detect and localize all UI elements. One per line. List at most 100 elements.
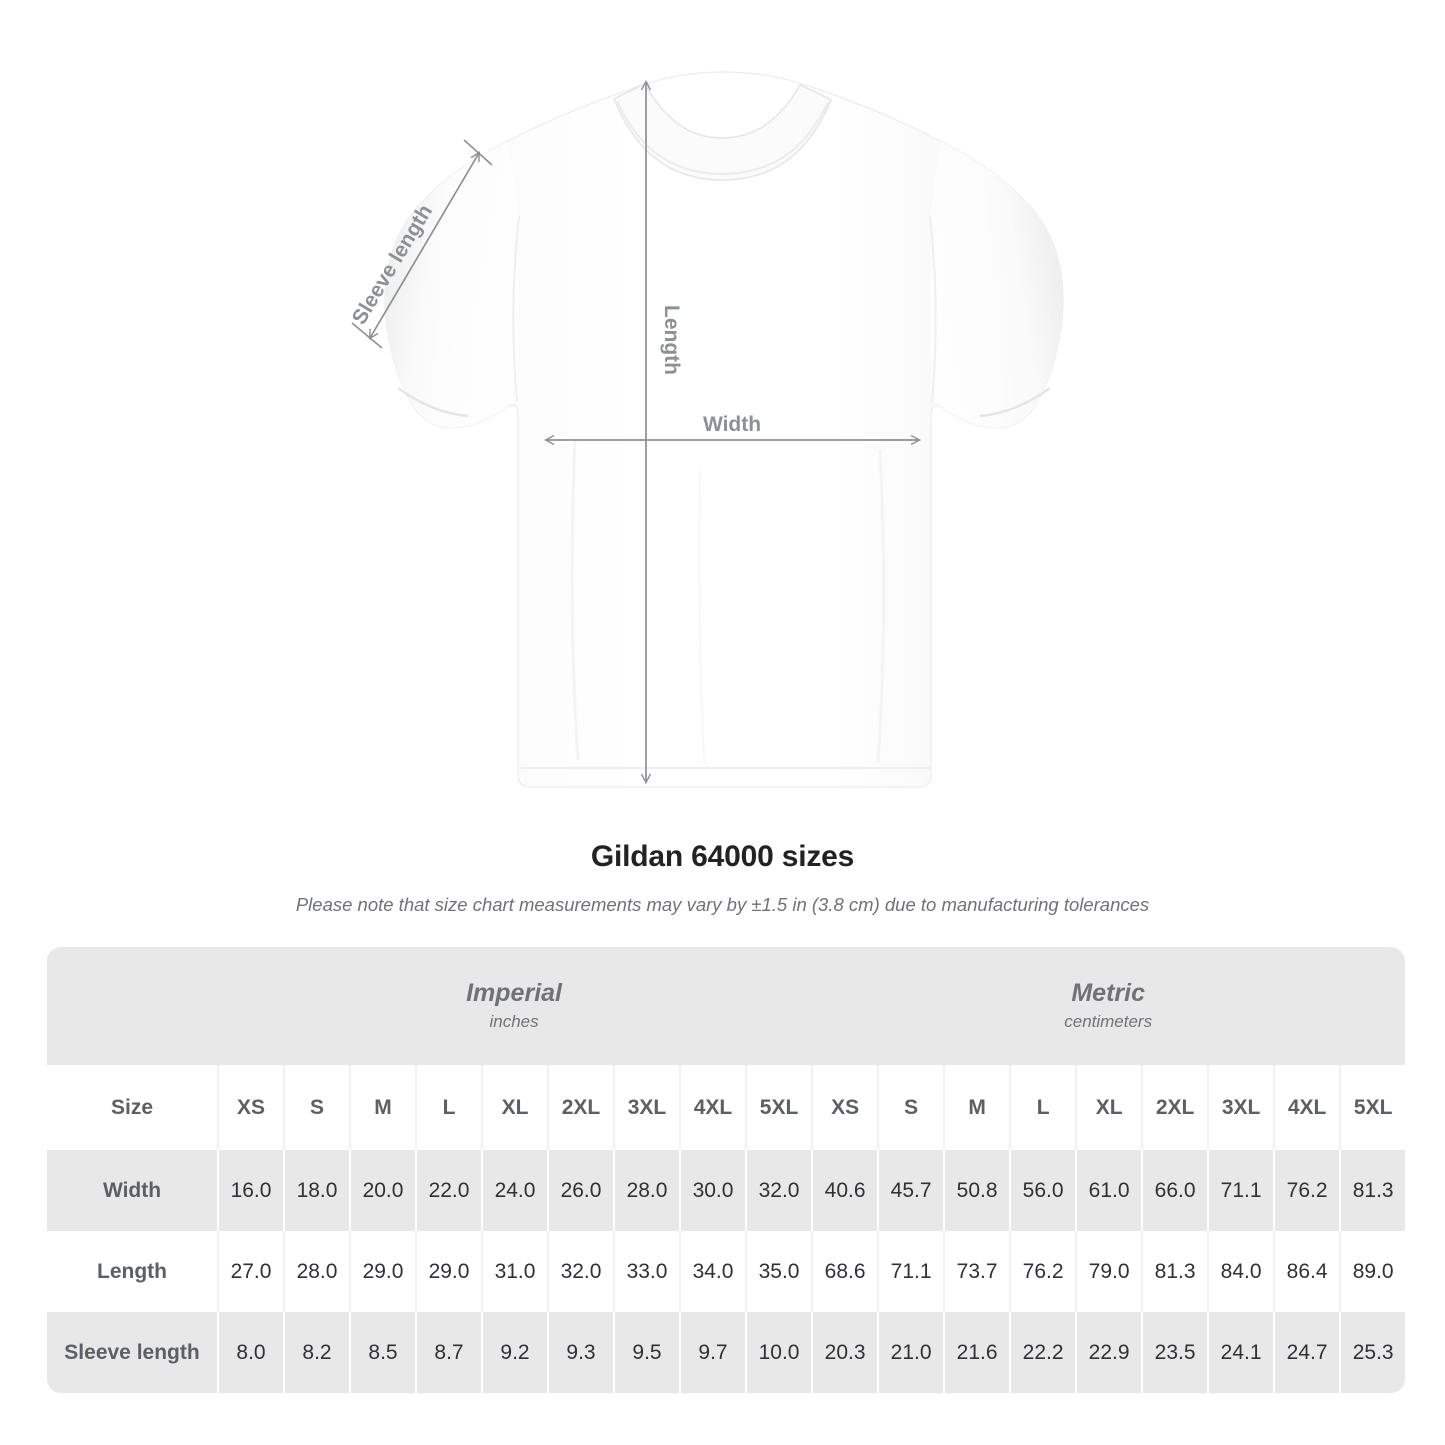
measurement-cell: 50.8	[943, 1150, 1010, 1231]
size-chart-table: Imperial inches Metric centimeters Size X…	[47, 947, 1406, 1393]
size-header-cell: M	[349, 1065, 415, 1150]
measurement-cell: 29.0	[349, 1231, 415, 1312]
width-label: Width	[703, 413, 761, 436]
measurement-cell: 22.2	[1009, 1312, 1076, 1393]
measurement-cell: 89.0	[1339, 1231, 1406, 1312]
size-header-cell: 4XL	[1273, 1065, 1340, 1150]
measurement-cell: 9.3	[547, 1312, 613, 1393]
size-header-cell: 2XL	[547, 1065, 613, 1150]
unit-group-metric-name: Metric	[1071, 978, 1145, 1007]
unit-banner-spacer	[47, 947, 217, 1065]
row-label: Sleeve length	[47, 1312, 217, 1393]
size-header-cell: XL	[1075, 1065, 1142, 1150]
unit-group-imperial-sub: inches	[489, 1011, 539, 1031]
measurement-cell: 34.0	[679, 1231, 745, 1312]
measurement-cell: 68.6	[811, 1231, 878, 1312]
measurement-cell: 71.1	[877, 1231, 944, 1312]
measurement-cell: 22.9	[1075, 1312, 1142, 1393]
measurement-cell: 84.0	[1207, 1231, 1274, 1312]
measurement-cell: 86.4	[1273, 1231, 1340, 1312]
measurement-cell: 27.0	[217, 1231, 283, 1312]
size-header-cell: 3XL	[613, 1065, 679, 1150]
table-row: Width 16.0 18.0 20.0 22.0 24.0 26.0 28.0 30.0 32.…	[47, 1150, 1406, 1231]
measurement-cell: 28.0	[613, 1150, 679, 1231]
measurement-cell: 40.6	[811, 1150, 878, 1231]
measurement-cell: 20.0	[349, 1150, 415, 1231]
measurement-cell: 76.2	[1273, 1150, 1340, 1231]
size-header-cell: M	[943, 1065, 1010, 1150]
measurement-cell: 9.2	[481, 1312, 547, 1393]
measurement-cell: 8.7	[415, 1312, 481, 1393]
measurement-cell: 32.0	[547, 1231, 613, 1312]
measurement-cell: 33.0	[613, 1231, 679, 1312]
measurement-cell: 21.0	[877, 1312, 944, 1393]
measurement-cell: 23.5	[1141, 1312, 1208, 1393]
measurement-cell: 35.0	[745, 1231, 812, 1312]
measurement-cell: 76.2	[1009, 1231, 1076, 1312]
row-label: Width	[47, 1150, 217, 1231]
measurement-cell: 9.7	[679, 1312, 745, 1393]
measurement-cell: 28.0	[283, 1231, 349, 1312]
measurement-cell: 9.5	[613, 1312, 679, 1393]
size-header-cell: 5XL	[1339, 1065, 1406, 1150]
sleeve-cap-bottom	[351, 322, 383, 349]
measurement-cell: 81.3	[1339, 1150, 1406, 1231]
measurement-cell: 30.0	[679, 1150, 745, 1231]
size-header-cell: 4XL	[679, 1065, 745, 1150]
unit-group-imperial-name: Imperial	[466, 978, 562, 1007]
measurement-cell: 66.0	[1141, 1150, 1208, 1231]
measurement-cell: 32.0	[745, 1150, 812, 1231]
length-measurement: Length	[646, 82, 683, 782]
size-header-cell: 5XL	[745, 1065, 812, 1150]
measurement-cell: 10.0	[745, 1312, 812, 1393]
measurement-cell: 73.7	[943, 1231, 1010, 1312]
measurement-cell: 79.0	[1075, 1231, 1142, 1312]
size-header-cell: L	[415, 1065, 481, 1150]
measurement-cell: 24.0	[481, 1150, 547, 1231]
size-header-row: Size XS S M L XL 2XL 3XL 4XL 5XL XS S M L XL 2XL 3XL 4XL 5…	[47, 1065, 1406, 1150]
measurement-cell: 8.0	[217, 1312, 283, 1393]
unit-group-metric-sub: centimeters	[1064, 1011, 1153, 1031]
chart-heading-block: Gildan 64000 sizes Please note that size…	[0, 840, 1445, 916]
sleeve-length-arrow	[370, 153, 479, 338]
measurement-tolerance-note: Please note that size chart measurements…	[295, 894, 1150, 915]
size-header-cell: L	[1009, 1065, 1076, 1150]
size-header-cell: 2XL	[1141, 1065, 1208, 1150]
measurement-cell: 81.3	[1141, 1231, 1208, 1312]
measurement-cell: 45.7	[877, 1150, 944, 1231]
measurement-cell: 8.2	[283, 1312, 349, 1393]
tshirt-illustration: Length Width Sleeve length	[348, 71, 1064, 788]
unit-group-imperial: Imperial inches	[217, 947, 812, 1065]
measurement-cell: 8.5	[349, 1312, 415, 1393]
length-label: Length	[660, 305, 683, 375]
size-header-cell: XS	[811, 1065, 878, 1150]
measurement-cell: 22.0	[415, 1150, 481, 1231]
size-header-cell: XL	[481, 1065, 547, 1150]
measurement-cell: 26.0	[547, 1150, 613, 1231]
measurement-cell: 31.0	[481, 1231, 547, 1312]
measurement-cell: 24.7	[1273, 1312, 1340, 1393]
measurement-cell: 16.0	[217, 1150, 283, 1231]
tshirt-shape	[384, 71, 1064, 788]
size-header-cell: XS	[217, 1065, 283, 1150]
column-header-size: Size	[47, 1065, 217, 1150]
size-header-cell: 3XL	[1207, 1065, 1274, 1150]
size-header-cell: S	[283, 1065, 349, 1150]
width-measurement: Width	[546, 413, 919, 440]
page-title: Gildan 64000 sizes	[590, 840, 855, 873]
table-row: Sleeve length 8.0 8.2 8.5 8.7 9.2 9.3 9.5 9.7 10.…	[47, 1312, 1406, 1393]
measurement-cell: 25.3	[1339, 1312, 1406, 1393]
table-row: Length 27.0 28.0 29.0 29.0 31.0 32.0 33.0 34.0 35…	[47, 1231, 1406, 1312]
measurement-cell: 18.0	[283, 1150, 349, 1231]
row-label: Length	[47, 1231, 217, 1312]
measurement-cell: 56.0	[1009, 1150, 1076, 1231]
unit-group-metric: Metric centimeters	[811, 947, 1406, 1065]
size-chart-table-wrapper: Imperial inches Metric centimeters Size X…	[47, 947, 1406, 1393]
measurement-cell: 24.1	[1207, 1312, 1274, 1393]
unit-banner-row: Imperial inches Metric centimeters	[47, 947, 1406, 1065]
measurement-cell: 20.3	[811, 1312, 878, 1393]
measurement-cell: 71.1	[1207, 1150, 1274, 1231]
measurement-cell: 29.0	[415, 1231, 481, 1312]
measurement-cell: 61.0	[1075, 1150, 1142, 1231]
size-header-cell: S	[877, 1065, 944, 1150]
